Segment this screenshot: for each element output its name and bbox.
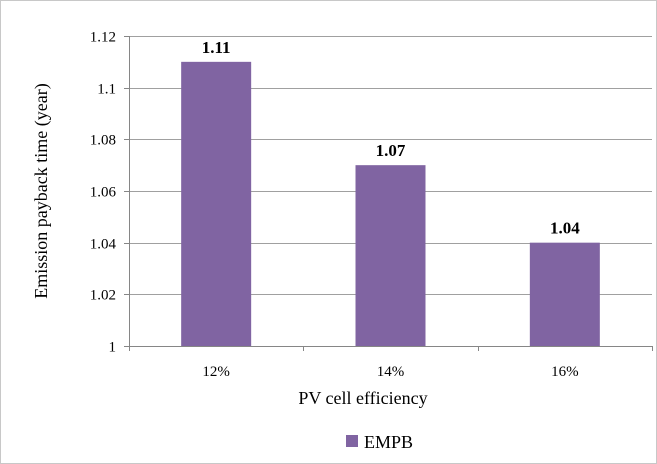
y-tick-label: 1.08 — [90, 133, 116, 149]
x-tick-label: 14% — [377, 364, 405, 380]
bar-1 — [181, 61, 252, 346]
x-tick-labels: 12% 14% 16% — [202, 364, 578, 380]
legend-swatch-empb — [346, 435, 358, 447]
bars — [181, 61, 600, 346]
y-tick-label: 1.06 — [90, 185, 117, 201]
y-tick-label: 1.1 — [97, 82, 116, 98]
bar-2 — [355, 165, 426, 346]
data-labels: 1.11 1.07 1.04 — [202, 38, 580, 238]
data-label: 1.04 — [550, 219, 580, 238]
y-tick-label: 1.02 — [90, 288, 116, 304]
x-tick-label: 12% — [202, 364, 230, 380]
axes — [129, 36, 653, 351]
legend: EMPB — [346, 432, 413, 452]
legend-label-empb: EMPB — [364, 432, 413, 452]
data-label: 1.11 — [202, 38, 231, 57]
data-label: 1.07 — [376, 141, 406, 160]
y-tick-label: 1.04 — [90, 237, 117, 253]
x-axis-title: PV cell efficiency — [298, 388, 427, 408]
y-tick-label: 1.12 — [90, 30, 116, 46]
y-tick-labels: 1 1.02 1.04 1.06 1.08 1.1 1.12 — [90, 30, 117, 356]
bar-3 — [529, 242, 600, 346]
x-tick-label: 16% — [551, 364, 579, 380]
y-tick-label: 1 — [109, 340, 117, 356]
y-axis-title: Emission payback time (year) — [31, 83, 52, 298]
